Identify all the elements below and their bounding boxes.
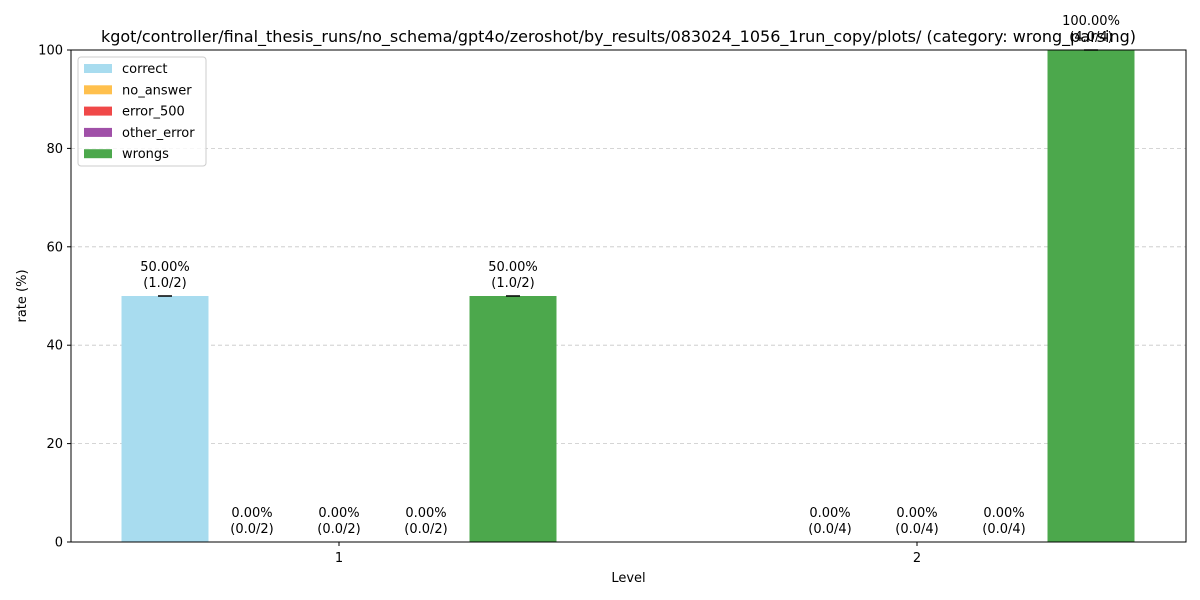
bar-value-label: 0.00% (0.0/2) bbox=[230, 506, 273, 537]
legend-label: correct bbox=[122, 62, 168, 77]
bar-value-label: 100.00% (4.0/4) bbox=[1062, 14, 1120, 45]
bar-value-label: 50.00% (1.0/2) bbox=[140, 260, 190, 291]
bar-value-label: 0.00% (0.0/4) bbox=[895, 506, 938, 537]
legend-swatch bbox=[84, 127, 112, 137]
bar-labels: 50.00% (1.0/2) 0.00% (0.0/2) 0.00% (0.0/2) 0.0… bbox=[140, 14, 1120, 537]
x-tick-label: 1 bbox=[335, 551, 343, 566]
y-tick-label: 80 bbox=[46, 142, 63, 157]
bar-value-label: 0.00% (0.0/2) bbox=[404, 506, 447, 537]
bars bbox=[121, 49, 1135, 542]
chart-title: kgot/controller/final_thesis_runs/no_sch… bbox=[101, 27, 1136, 47]
y-axis-title: rate (%) bbox=[15, 269, 30, 322]
bar-value-label: 0.00% (0.0/4) bbox=[982, 506, 1025, 537]
y-tick-label: 100 bbox=[38, 44, 63, 59]
grid bbox=[71, 147, 1186, 445]
y-tick-label: 40 bbox=[46, 339, 63, 354]
bar-value-label: 50.00% (1.0/2) bbox=[488, 260, 538, 291]
legend-swatch bbox=[84, 64, 112, 73]
y-tick-label: 60 bbox=[46, 240, 63, 255]
x-tick-label: 2 bbox=[913, 551, 921, 566]
legend-swatch bbox=[84, 149, 112, 159]
legend-label: error_500 bbox=[122, 105, 185, 120]
bar-wrongs bbox=[1047, 50, 1135, 542]
bar-wrongs bbox=[469, 296, 557, 542]
legend-label: no_answer bbox=[122, 83, 192, 98]
axis-ticks: 0 20 40 60 80 100 1 2 bbox=[38, 44, 921, 567]
y-tick-label: 0 bbox=[55, 536, 63, 551]
x-axis-title: Level bbox=[611, 571, 645, 586]
legend-swatch bbox=[84, 85, 112, 95]
bar-correct bbox=[121, 296, 209, 542]
plot-frame bbox=[70, 49, 1187, 543]
legend: correct no_answer error_500 other_errorwron… bbox=[77, 56, 207, 167]
legend-swatch bbox=[84, 106, 112, 116]
y-tick-label: 20 bbox=[46, 437, 63, 452]
legend-box bbox=[77, 56, 207, 167]
bar-value-label: 0.00% (0.0/4) bbox=[808, 506, 851, 537]
bar-value-label: 0.00% (0.0/2) bbox=[317, 506, 360, 537]
legend-label: other_error bbox=[122, 126, 195, 141]
legend-label: wrongs bbox=[122, 147, 169, 162]
